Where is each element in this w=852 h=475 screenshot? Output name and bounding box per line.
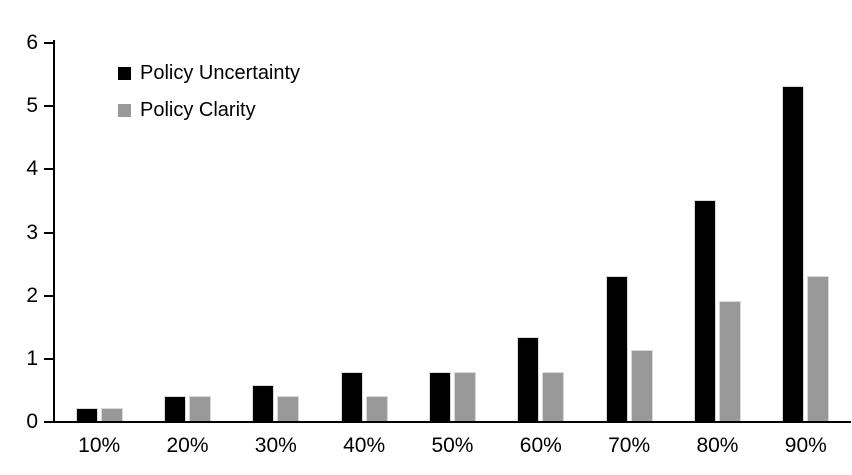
plot-area <box>55 42 850 421</box>
bar-policy-uncertainty-30% <box>252 385 275 421</box>
x-tick-label-20%: 20% <box>166 434 209 457</box>
x-tick-label-50%: 50% <box>431 434 474 457</box>
x-axis-line <box>53 421 851 423</box>
y-tick-label-5: 5 <box>26 94 38 118</box>
y-tick-label-3: 3 <box>26 220 38 244</box>
y-tick-4 <box>44 168 54 171</box>
y-tick-label-0: 0 <box>26 410 38 433</box>
legend-label: Policy Uncertainty <box>140 62 301 84</box>
legend-item-policy-uncertainty: Policy Uncertainty <box>118 62 300 85</box>
y-tick-3 <box>44 231 54 234</box>
y-tick-5 <box>44 105 54 108</box>
bar-policy-clarity-10% <box>100 408 123 421</box>
y-tick-label-2: 2 <box>26 283 38 307</box>
bar-group-80% <box>673 42 761 421</box>
legend-swatch-gray <box>118 104 131 117</box>
y-tick-label-4: 4 <box>26 157 38 181</box>
x-tick-label-80%: 80% <box>696 434 739 457</box>
x-tick-label-10%: 10% <box>78 434 121 457</box>
bar-group-20% <box>143 42 231 421</box>
y-tick-2 <box>44 294 54 297</box>
bar-policy-uncertainty-50% <box>428 372 451 421</box>
bar-policy-clarity-70% <box>630 350 653 421</box>
x-axis-tick-labels: 10% 20% 30% 40% 50% 60% 70% 80% 90% <box>55 434 850 458</box>
bar-policy-uncertainty-70% <box>605 276 628 421</box>
bar-policy-uncertainty-60% <box>517 337 540 421</box>
bar-group-40% <box>320 42 408 421</box>
y-tick-1 <box>44 357 54 360</box>
legend: Policy Uncertainty Policy Clarity <box>118 62 300 136</box>
bar-group-30% <box>232 42 320 421</box>
bar-policy-clarity-90% <box>807 276 830 421</box>
bar-policy-clarity-50% <box>453 372 476 421</box>
x-tick-label-60%: 60% <box>519 434 562 457</box>
bar-group-10% <box>55 42 143 421</box>
y-tick-label-1: 1 <box>26 346 38 370</box>
legend-item-policy-clarity: Policy Clarity <box>118 99 300 122</box>
bar-policy-uncertainty-10% <box>75 408 98 421</box>
y-tick-label-6: 6 <box>26 31 38 54</box>
bar-group-60% <box>497 42 585 421</box>
y-axis-line <box>53 40 55 423</box>
bar-group-90% <box>762 42 850 421</box>
bar-policy-uncertainty-80% <box>693 200 716 421</box>
y-tick-0 <box>44 421 54 423</box>
bar-policy-uncertainty-20% <box>163 396 186 421</box>
bar-group-70% <box>585 42 673 421</box>
y-tick-6 <box>44 42 54 44</box>
bar-policy-clarity-80% <box>718 301 741 421</box>
bar-policy-uncertainty-90% <box>782 86 805 421</box>
x-tick-label-40%: 40% <box>343 434 386 457</box>
bar-group-50% <box>408 42 496 421</box>
bar-policy-clarity-30% <box>277 396 300 421</box>
bar-policy-clarity-60% <box>542 372 565 421</box>
bar-policy-clarity-20% <box>188 396 211 421</box>
x-tick-label-90%: 90% <box>784 434 827 457</box>
x-tick-label-30%: 30% <box>254 434 297 457</box>
bar-policy-uncertainty-40% <box>340 372 363 421</box>
legend-swatch-black <box>118 67 131 80</box>
legend-label: Policy Clarity <box>140 99 256 121</box>
bar-policy-clarity-40% <box>365 396 388 421</box>
x-tick-label-70%: 70% <box>608 434 651 457</box>
